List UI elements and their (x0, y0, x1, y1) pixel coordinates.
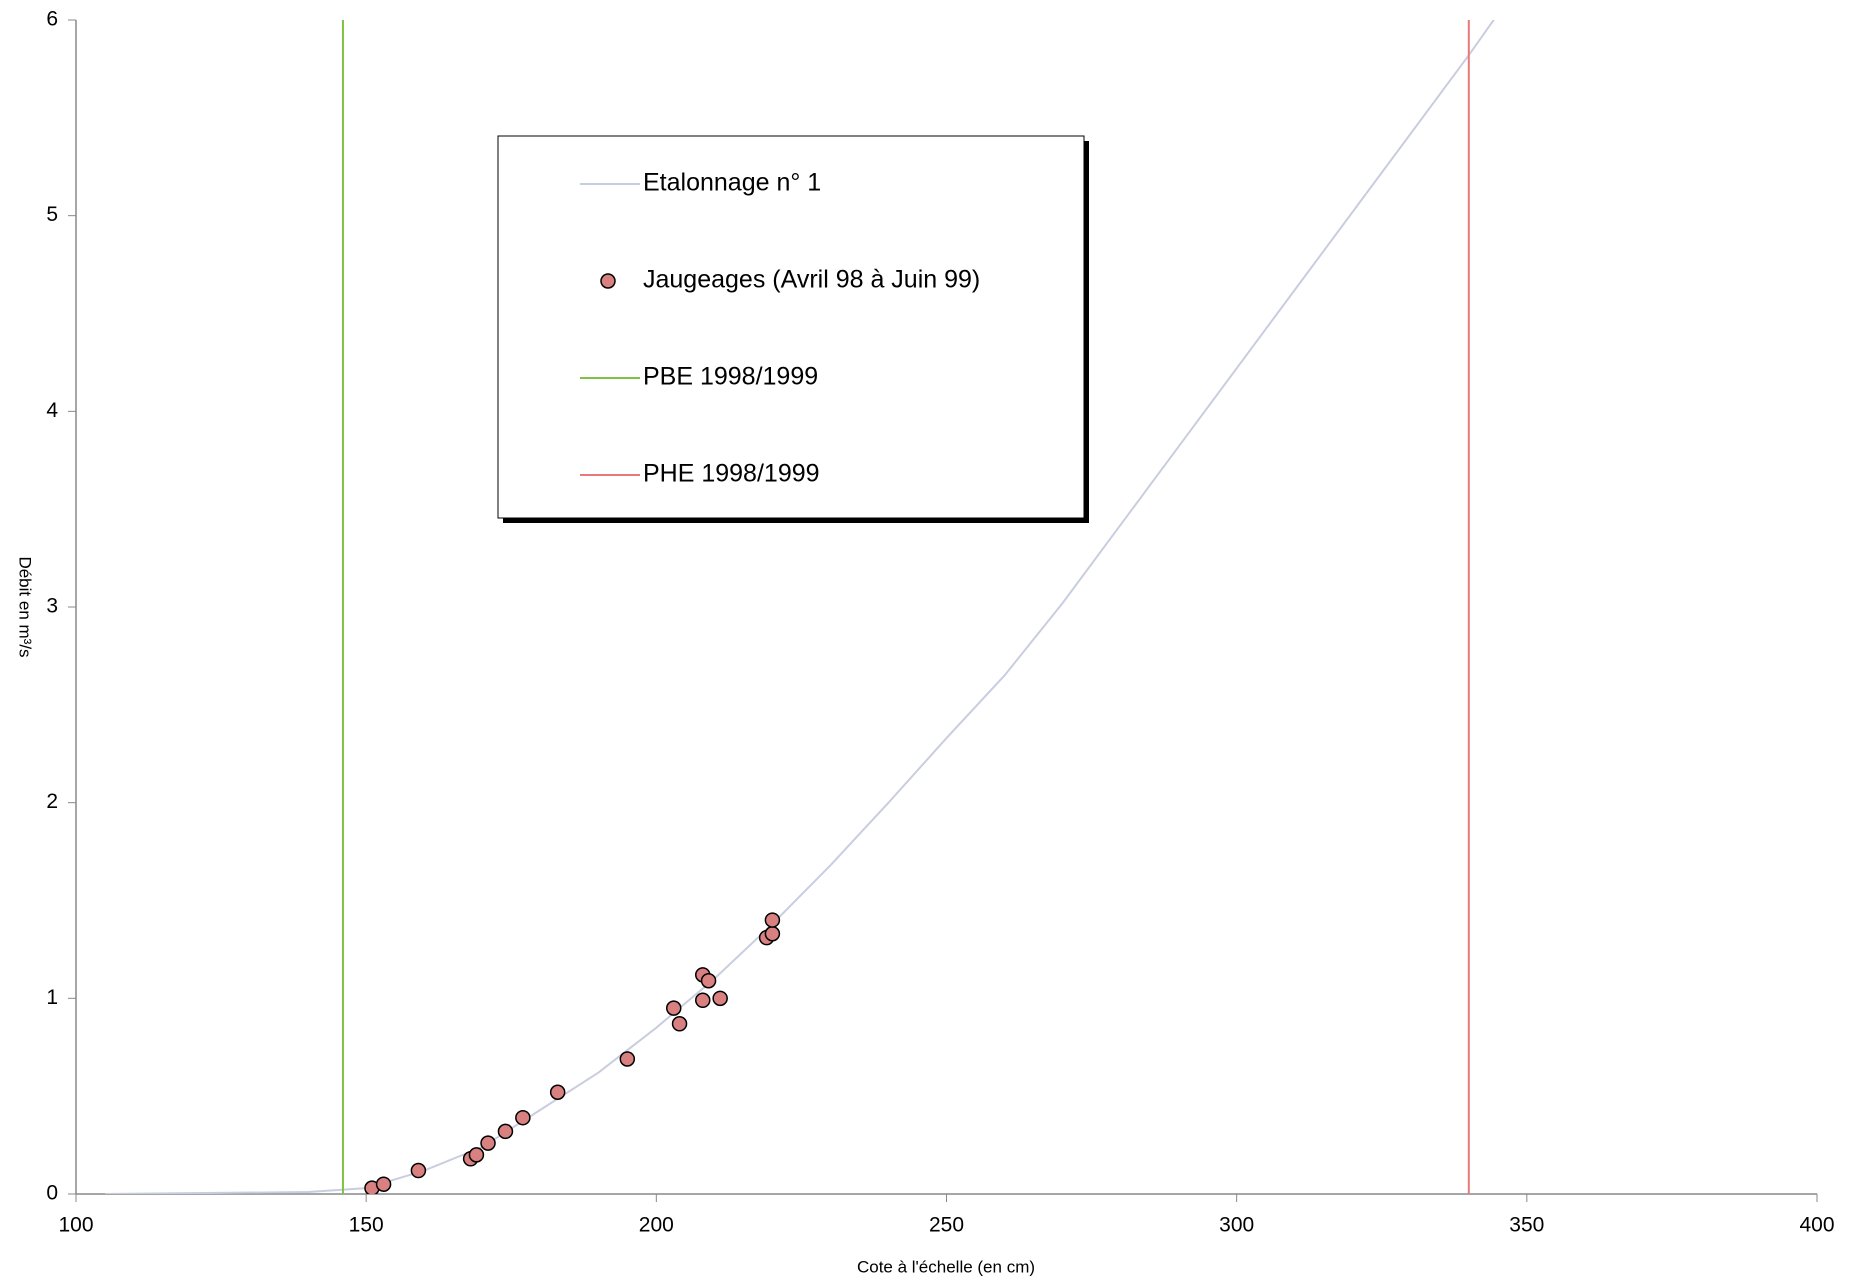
data-point (764, 912, 781, 928)
y-tick-label: 2 (46, 790, 58, 813)
x-tick-label: 350 (1509, 1214, 1544, 1237)
data-point (671, 1016, 688, 1032)
y-tick-label: 4 (46, 399, 58, 422)
legend: Etalonnage n° 1 Jaugeages (Avril 98 à Jui… (497, 135, 1089, 523)
y-tick-label: 3 (46, 595, 58, 618)
y-tick-label: 0 (46, 1182, 58, 1205)
data-point (497, 1123, 514, 1140)
data-point (700, 972, 717, 989)
data-point (712, 990, 728, 1007)
data-point (665, 1000, 682, 1016)
x-tick-label: 150 (349, 1214, 384, 1237)
y-tick-label: 6 (46, 8, 58, 31)
x-tick-label: 400 (1799, 1214, 1834, 1237)
y-axis-label: Débit en m³/s (16, 556, 35, 657)
legend-label: Etalonnage n° 1 (643, 169, 821, 197)
y-tick-label: 1 (46, 986, 58, 1009)
plot-area (105, 20, 1495, 1194)
data-point (468, 1147, 485, 1163)
x-tick-label: 100 (58, 1214, 93, 1237)
x-tick-label: 250 (929, 1214, 964, 1237)
data-point (480, 1135, 496, 1151)
series-line (105, 20, 1495, 1194)
data-point (764, 926, 781, 942)
legend-swatch (600, 273, 616, 289)
legend-label: PHE 1998/1999 (643, 460, 820, 488)
legend-label: PBE 1998/1999 (643, 363, 818, 391)
x-tick-label: 200 (639, 1214, 674, 1237)
data-point (375, 1176, 392, 1192)
data-point (515, 1109, 531, 1126)
x-axis-label: Cote à l'échelle (en cm) (857, 1257, 1035, 1276)
data-point (549, 1084, 566, 1101)
data-point (410, 1162, 427, 1179)
axes: 100 150 200 250 300 350 400 0 1 2 3 4 5 6 (46, 8, 1834, 1237)
data-point (619, 1051, 636, 1067)
legend-label: Jaugeages (Avril 98 à Juin 99) (643, 266, 980, 294)
y-tick-label: 5 (46, 203, 58, 226)
x-tick-label: 300 (1219, 1214, 1254, 1237)
data-point (695, 992, 711, 1009)
legend-box (497, 135, 1085, 519)
